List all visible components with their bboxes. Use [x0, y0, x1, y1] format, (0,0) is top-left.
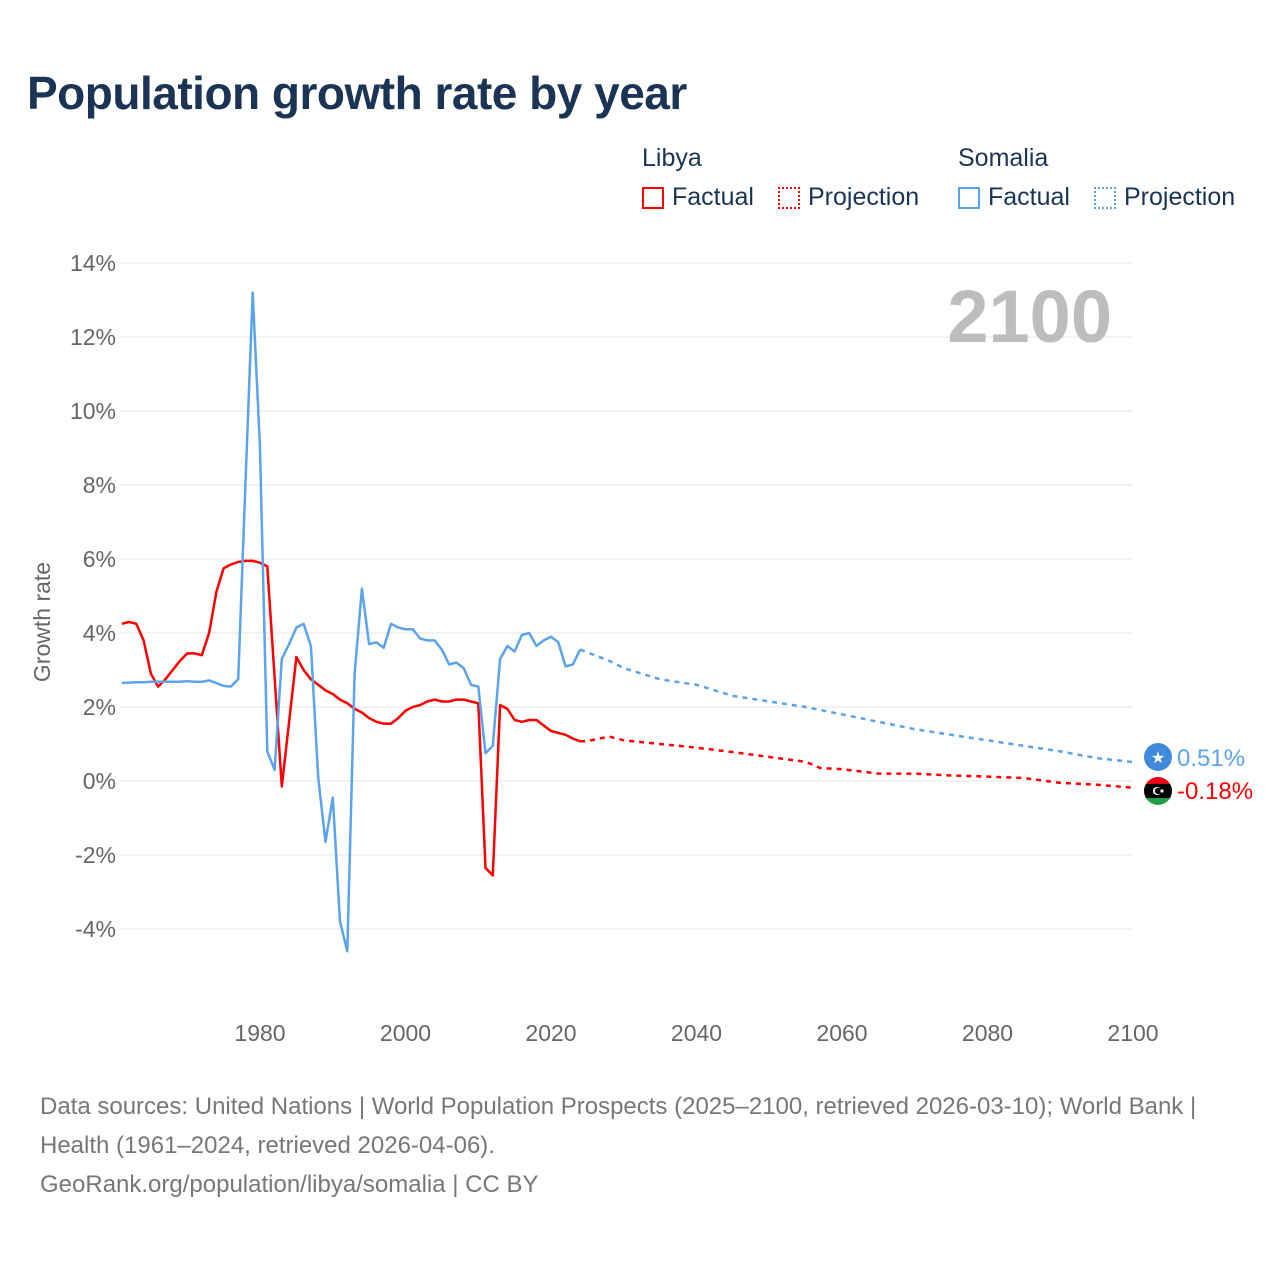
crescent-cut — [1154, 787, 1162, 795]
x-tick-label: 1980 — [234, 1020, 285, 1046]
legend-label: Projection — [1123, 183, 1236, 211]
star-icon — [1160, 789, 1164, 793]
legend-libya-title: Libya — [642, 144, 702, 172]
y-tick-label: 4% — [83, 620, 116, 646]
libya-factual-line — [121, 559, 581, 877]
footer: Data sources: United Nations | World Pop… — [40, 1087, 1240, 1204]
solid-swatch-icon — [642, 186, 664, 209]
x-tick-label: 2080 — [962, 1020, 1013, 1046]
somalia-flag-icon — [1144, 743, 1172, 771]
flag-red-band — [1144, 777, 1172, 784]
flag-green-band — [1144, 798, 1172, 805]
y-tick-label: -4% — [75, 916, 116, 942]
legend-label: Projection — [807, 183, 920, 211]
y-tick-label: 10% — [70, 398, 116, 424]
chart-title: Population growth rate by year — [27, 67, 687, 119]
x-tick-label: 2040 — [671, 1020, 722, 1046]
legend-somalia-projection[interactable]: Projection — [1093, 183, 1236, 212]
legend-somalia-title: Somalia — [958, 144, 1049, 172]
y-tick-label: 8% — [83, 472, 116, 498]
y-tick-label: 6% — [83, 546, 116, 572]
dotted-swatch-icon — [777, 186, 800, 209]
libya-flag-icon — [1144, 777, 1172, 805]
somalia-projection-line — [579, 648, 1134, 764]
legend-libya-projection[interactable]: Projection — [777, 183, 920, 212]
libya-end-label: -0.18% — [1177, 778, 1253, 805]
legend-somalia: Somalia Factual Projection — [958, 144, 1253, 212]
y-tick-label: 2% — [83, 694, 116, 720]
x-tick-label: 2100 — [1107, 1020, 1158, 1046]
star-icon: ★ — [1151, 750, 1165, 767]
y-axis-label: Growth rate — [29, 562, 55, 682]
data-sources: Data sources: United Nations | World Pop… — [40, 1093, 1197, 1159]
x-tick-label: 2000 — [380, 1020, 431, 1046]
y-tick-label: 14% — [70, 250, 116, 276]
legend-label: Factual — [672, 183, 754, 211]
credit-link[interactable]: GeoRank.org/population/libya/somalia | C… — [40, 1171, 539, 1198]
legend-label: Factual — [988, 183, 1070, 211]
y-tick-label: -2% — [75, 842, 116, 868]
legend-somalia-factual[interactable]: Factual — [958, 183, 1070, 212]
legend-libya-factual[interactable]: Factual — [642, 183, 754, 212]
x-tick-label: 2020 — [525, 1020, 576, 1046]
solid-swatch-icon — [958, 186, 980, 209]
somalia-factual-line — [121, 291, 582, 953]
x-tick-label: 2060 — [816, 1020, 867, 1046]
dotted-swatch-icon — [1093, 186, 1116, 209]
legend-libya: Libya Factual Projection — [642, 144, 937, 212]
somalia-end-label: 0.51% — [1177, 745, 1245, 772]
year-overlay: 2100 — [947, 275, 1112, 358]
libya-projection-line — [580, 735, 1134, 789]
y-tick-label: 0% — [83, 768, 116, 794]
y-tick-label: 12% — [70, 324, 116, 350]
